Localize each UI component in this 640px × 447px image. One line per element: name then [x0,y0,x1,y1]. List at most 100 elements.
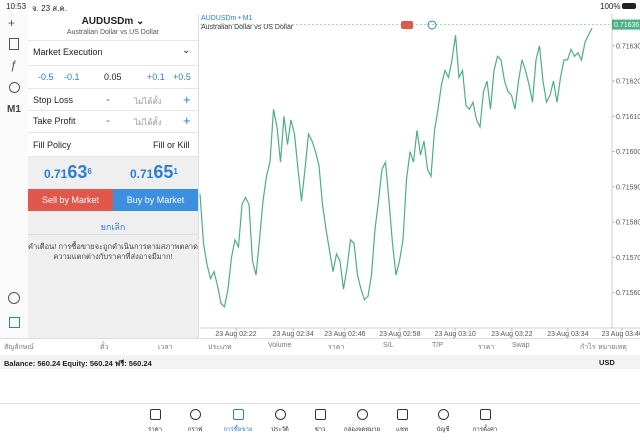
timeframe[interactable]: M1 [7,104,21,115]
symbol[interactable]: AUDUSDm ⌄ [81,16,145,27]
buy-button[interactable]: Buy by Market [113,189,198,211]
x-tick-label: 23 Aug 02:22 [215,331,256,338]
column-header: ราคา [328,344,345,351]
notes-header: หมายเหตุ [598,344,627,351]
x-tick-label: 23 Aug 02:58 [379,331,420,338]
bid-price: 0.71636 [44,162,92,183]
sell-button[interactable]: Sell by Market [28,189,113,211]
tab-icon[interactable] [357,409,368,420]
take-profit-value[interactable]: ไม่ได้ตั้ง [134,118,162,127]
take-profit-row [28,110,198,133]
column-header: กำไร [580,344,596,351]
column-header: Volume [268,342,292,349]
x-tick-label: 23 Aug 03:46 [601,331,640,338]
y-tick-label: 0.71580 [616,220,640,227]
chart-subtitle: Australian Dollar vs US Dollar [201,24,294,31]
column-header: ตั๋ว [100,344,109,351]
balance-row [0,355,640,369]
tab-label[interactable]: ข่าว [314,427,326,433]
fill-policy-value: Fill or Kill [153,140,190,150]
y-tick-label: 0.71600 [616,149,640,156]
stop-loss-label: Stop Loss [33,95,74,105]
tab-label[interactable]: กล่องจดหมาย [343,427,381,433]
y-tick-label: 0.71630 [616,43,640,50]
buy-marker[interactable] [427,20,437,30]
dropdown-caret: ⌄ [182,45,191,56]
positions-header [0,338,640,356]
x-tick-label: 23 Aug 03:34 [547,331,588,338]
volume-row [28,64,198,89]
ask-small: 1 [173,167,178,176]
x-tick-label: 23 Aug 02:34 [272,331,313,338]
divider [28,234,198,235]
status-date: จ. 23 ส.ค. [32,4,67,13]
indicator-tool[interactable] [9,38,19,50]
function-tool[interactable]: ƒ [10,58,17,72]
column-header: ประเภท [208,344,232,351]
currency: USD [599,358,615,367]
tab-label[interactable]: การตั้งค่า [472,427,498,433]
warning-line: ความแตกต่างกับราคาที่ส่งอาจมีมาก! [53,252,173,261]
y-tick-label: 0.71560 [616,290,640,297]
x-tick-label: 23 Aug 03:22 [491,331,532,338]
volume-step[interactable]: +0.5 [173,72,191,82]
crosshair-tool[interactable]: + [8,16,16,30]
stop-loss-minus[interactable]: - [106,92,110,106]
y-tick-label: 0.71590 [616,184,640,191]
tab-icon[interactable] [233,409,244,420]
tab-label[interactable]: กราฟ [187,427,203,433]
symbol-description: Australian Dollar vs US Dollar [66,29,160,36]
volume-step[interactable]: +0.1 [147,72,165,82]
bid-small: 6 [87,167,92,176]
current-price-label: 0.71636 [614,22,639,29]
take-profit-plus[interactable]: + [183,113,191,128]
take-profit-label: Take Profit [33,116,76,126]
fill-policy-label: Fill Policy [33,140,72,150]
current-price-box [612,19,640,30]
tab-icon[interactable] [150,409,161,420]
price-chart: AUDUSDm • M1 Australian Dollar vs US Dol… [199,14,640,338]
column-header: ราคา [478,344,495,351]
y-tick-label: 0.71610 [616,114,640,121]
search-tool[interactable] [8,292,20,304]
objects-tool[interactable] [9,82,20,93]
cancel-button[interactable]: ยกเลิก [100,222,126,232]
volume-step[interactable]: -0.1 [64,72,80,82]
tab-icon[interactable] [190,409,201,420]
volume-step[interactable]: -0.5 [38,72,54,82]
tab-label[interactable]: การซื้อขาย [223,427,253,433]
tab-icon[interactable] [397,409,408,420]
execution-row[interactable] [28,40,198,66]
volume[interactable]: 0.05 [104,72,122,82]
take-profit-minus[interactable]: - [106,113,110,127]
order-footer [28,157,198,338]
status-time: 10:53 [6,2,27,11]
ask-price: 0.71651 [130,162,178,183]
stop-loss-value[interactable]: ไม่ได้ตั้ง [134,97,162,106]
tab-icon[interactable] [275,409,286,420]
tab-icon[interactable] [315,409,326,420]
tab-icon[interactable] [480,409,491,420]
fill-policy-row[interactable] [28,132,198,157]
tab-icon[interactable] [438,409,449,420]
sell-marker[interactable] [401,21,413,29]
x-tick-label: 23 Aug 02:46 [324,331,365,338]
price-line [199,27,593,309]
tab-label[interactable]: แชท [396,427,408,433]
execution: Market Execution [33,47,103,57]
status-battery: 100% [600,2,621,11]
balance: Balance: 560.24 Equity: 560.24 ฟรี: 560.… [4,359,152,368]
ask-big: 65 [153,162,174,182]
tab-label[interactable]: ราคา [148,427,162,433]
tab-label[interactable]: บัญชี [436,427,450,433]
tabbar-divider [0,403,640,404]
tab-label[interactable]: ประวัติ [271,427,289,433]
bid-prefix: 0.71 [44,167,68,181]
stop-loss-row [28,88,198,111]
y-tick-label: 0.71620 [616,79,640,86]
warning-line: คำเตือน! การซื้อขายจะถูกดำเนินการตามสภาพ… [28,242,199,251]
trade-tool[interactable] [9,317,20,328]
column-header: T/P [432,342,443,349]
stop-loss-plus[interactable]: + [183,92,191,107]
column-header: S/L [383,342,394,349]
